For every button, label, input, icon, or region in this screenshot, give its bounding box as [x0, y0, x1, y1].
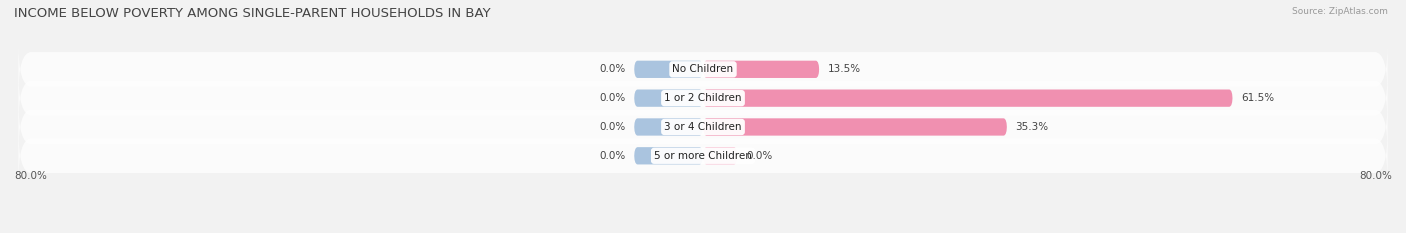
Text: 61.5%: 61.5%	[1241, 93, 1274, 103]
Text: 0.0%: 0.0%	[599, 151, 626, 161]
FancyBboxPatch shape	[634, 61, 703, 78]
Text: 0.0%: 0.0%	[599, 64, 626, 74]
Text: 3 or 4 Children: 3 or 4 Children	[664, 122, 742, 132]
FancyBboxPatch shape	[18, 43, 1388, 95]
Text: 5 or more Children: 5 or more Children	[654, 151, 752, 161]
FancyBboxPatch shape	[703, 147, 738, 164]
FancyBboxPatch shape	[634, 118, 703, 136]
Text: INCOME BELOW POVERTY AMONG SINGLE-PARENT HOUSEHOLDS IN BAY: INCOME BELOW POVERTY AMONG SINGLE-PARENT…	[14, 7, 491, 20]
FancyBboxPatch shape	[18, 101, 1388, 153]
FancyBboxPatch shape	[18, 72, 1388, 124]
Text: 80.0%: 80.0%	[14, 171, 46, 181]
Text: 0.0%: 0.0%	[599, 122, 626, 132]
FancyBboxPatch shape	[18, 130, 1388, 182]
Text: 1 or 2 Children: 1 or 2 Children	[664, 93, 742, 103]
FancyBboxPatch shape	[703, 89, 1233, 107]
Text: 80.0%: 80.0%	[1360, 171, 1392, 181]
FancyBboxPatch shape	[634, 147, 703, 164]
FancyBboxPatch shape	[703, 61, 820, 78]
Text: 35.3%: 35.3%	[1015, 122, 1049, 132]
Text: Source: ZipAtlas.com: Source: ZipAtlas.com	[1292, 7, 1388, 16]
FancyBboxPatch shape	[634, 89, 703, 107]
Text: 0.0%: 0.0%	[599, 93, 626, 103]
FancyBboxPatch shape	[703, 118, 1007, 136]
Text: 13.5%: 13.5%	[828, 64, 860, 74]
Text: No Children: No Children	[672, 64, 734, 74]
Text: 0.0%: 0.0%	[747, 151, 772, 161]
